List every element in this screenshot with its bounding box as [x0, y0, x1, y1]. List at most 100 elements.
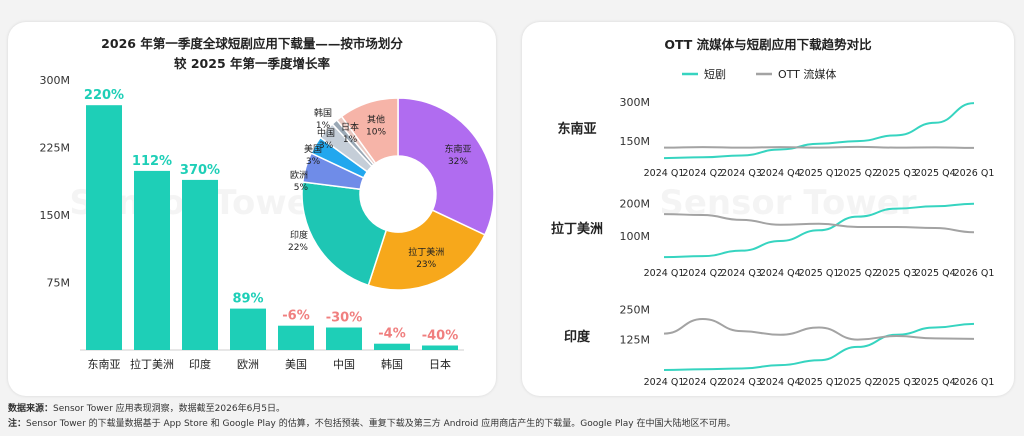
growth-label: 220% — [84, 88, 124, 103]
x-tick-label: 2025 Q4 — [915, 168, 956, 179]
chart-title: 2026 年第一季度全球短剧应用下载量——按市场划分 — [101, 36, 403, 51]
x-tick-label: 2025 Q3 — [876, 377, 917, 388]
pie-slice — [367, 209, 486, 291]
pie-slice — [340, 97, 399, 165]
pie-label: 韩国 — [314, 107, 332, 119]
x-tick-label: 2026 Q1 — [954, 168, 995, 179]
pie-label: 印度 — [290, 229, 308, 241]
y-tick-label: 250M — [620, 303, 651, 316]
x-tick-label: 2025 Q2 — [837, 377, 878, 388]
x-tick-label: 2024 Q1 — [644, 268, 685, 279]
bar — [422, 345, 458, 350]
pie-pct: 10% — [366, 127, 386, 137]
bar — [134, 170, 170, 350]
footer-note-text: Sensor Tower 的下载量数据基于 App Store 和 Google… — [26, 419, 736, 429]
x-tick-label: 2024 Q3 — [721, 168, 762, 179]
footer-note-label: 注： — [8, 419, 27, 429]
footer-source: 数据来源：Sensor Tower 应用表现洞察，数据截至2026年6月5日。 — [8, 401, 285, 414]
y-tick-label: 150M — [620, 135, 651, 148]
region-label: 拉丁美洲 — [551, 221, 603, 237]
growth-label: -6% — [282, 309, 309, 324]
pie-pct: 32% — [448, 157, 468, 167]
x-tick-label: 2024 Q2 — [682, 377, 723, 388]
left-chart-card: 2026 年第一季度全球短剧应用下载量——按市场划分较 2025 年第一季度增长… — [8, 22, 496, 396]
pie-pct: 3% — [319, 141, 334, 151]
x-tick-label: 印度 — [189, 357, 211, 371]
bar — [278, 325, 314, 350]
pie-label: 其他 — [367, 113, 385, 125]
x-tick-label: 2026 Q1 — [954, 377, 995, 388]
chart-title: OTT 流媒体与短剧应用下载趋势对比 — [664, 37, 872, 52]
y-tick-label: 150M — [40, 209, 71, 222]
x-tick-label: 2024 Q2 — [682, 268, 723, 279]
pie-label: 日本 — [341, 121, 359, 133]
y-tick-label: 125M — [620, 334, 651, 347]
pie-pct: 1% — [343, 135, 358, 145]
x-tick-label: 2024 Q4 — [760, 168, 801, 179]
series-line — [663, 202, 975, 259]
pie-pct: 23% — [416, 260, 436, 270]
series-line — [663, 213, 975, 234]
x-tick-label: 2025 Q1 — [799, 168, 840, 179]
x-tick-label: 日本 — [429, 357, 451, 371]
bar — [182, 179, 218, 350]
x-tick-label: 2025 Q2 — [837, 168, 878, 179]
x-tick-label: 2025 Q4 — [915, 268, 956, 279]
x-tick-label: 2024 Q4 — [760, 268, 801, 279]
pie-slice — [397, 97, 495, 236]
x-tick-label: 2024 Q1 — [644, 168, 685, 179]
x-tick-label: 2024 Q3 — [721, 268, 762, 279]
x-tick-label: 中国 — [333, 358, 355, 371]
growth-label: 112% — [132, 154, 172, 169]
x-tick-label: 拉丁美洲 — [130, 357, 174, 371]
pie-label: 东南亚 — [444, 143, 471, 155]
bar — [326, 327, 362, 350]
legend-label: OTT 流媒体 — [778, 67, 836, 81]
series-line — [663, 317, 975, 341]
x-tick-label: 东南亚 — [88, 358, 121, 371]
bar — [230, 308, 266, 350]
pie-label: 拉丁美洲 — [408, 246, 444, 258]
growth-label: 370% — [180, 163, 220, 178]
x-tick-label: 2024 Q1 — [644, 377, 685, 388]
growth-label: -40% — [422, 329, 459, 344]
legend-label: 短剧 — [704, 67, 726, 81]
growth-label: -4% — [378, 327, 405, 342]
series-line — [663, 102, 975, 160]
x-tick-label: 2026 Q1 — [954, 268, 995, 279]
region-label: 东南亚 — [557, 121, 596, 137]
right-chart-card: OTT 流媒体与短剧应用下载趋势对比短剧 OTT 流媒体 Sensor Tower 东… — [522, 22, 1014, 396]
x-tick-label: 2025 Q3 — [876, 268, 917, 279]
x-tick-label: 2025 Q3 — [876, 168, 917, 179]
y-tick-label: 200M — [620, 198, 651, 211]
footer-note: 注：Sensor Tower 的下载量数据基于 App Store 和 Goog… — [8, 416, 735, 429]
pie-pct: 1% — [316, 121, 331, 131]
x-tick-label: 2025 Q1 — [799, 268, 840, 279]
pie-label: 美国 — [304, 143, 322, 155]
pie-pct: 5% — [294, 183, 309, 193]
x-tick-label: 2025 Q2 — [837, 268, 878, 279]
pie-label: 欧洲 — [290, 169, 308, 181]
y-tick-label: 300M — [40, 74, 71, 87]
growth-label: 89% — [232, 292, 263, 307]
x-tick-label: 2025 Q4 — [915, 377, 956, 388]
y-tick-label: 300M — [620, 96, 651, 109]
x-tick-label: 2025 Q1 — [799, 377, 840, 388]
pie-pct: 22% — [288, 243, 308, 253]
series-line — [663, 145, 975, 149]
x-tick-label: 韩国 — [381, 357, 403, 371]
x-tick-label: 美国 — [285, 358, 307, 371]
series-line — [663, 322, 975, 371]
chart-subtitle: 较 2025 年第一季度增长率 — [174, 56, 330, 71]
y-tick-label: 75M — [47, 277, 71, 290]
x-tick-label: 2024 Q2 — [682, 168, 723, 179]
region-label: 印度 — [564, 329, 591, 345]
footer-source-label: 数据来源： — [8, 404, 54, 414]
donut-chart — [301, 97, 495, 291]
pie-label: 中国 — [317, 127, 335, 139]
watermark: Sensor Tower — [659, 183, 916, 223]
bar — [86, 105, 122, 350]
y-tick-label: 100M — [620, 230, 651, 243]
